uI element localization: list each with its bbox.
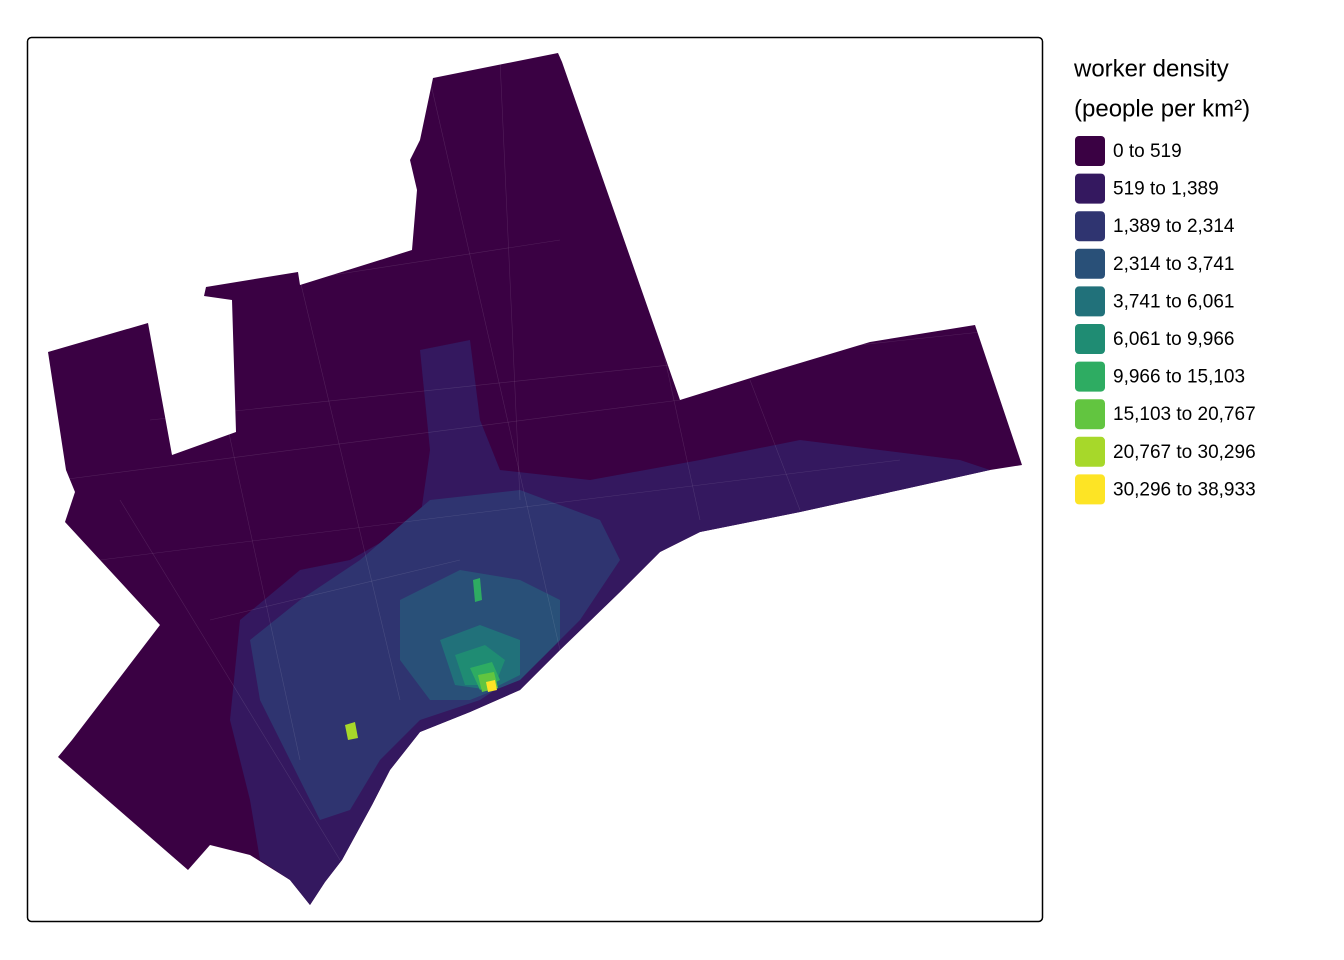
legend-label: 6,061 to 9,966 [1113, 329, 1235, 350]
region [486, 680, 497, 692]
legend-swatch [1075, 436, 1105, 467]
region [345, 722, 358, 740]
legend-swatch [1075, 136, 1105, 166]
region [473, 578, 482, 602]
legend-swatch [1075, 173, 1105, 204]
legend-swatch [1075, 324, 1105, 354]
legend-swatch [1075, 399, 1105, 430]
legend-title: (people per km²) [1074, 95, 1250, 122]
legend-label: 20,767 to 30,296 [1113, 442, 1256, 463]
legend-swatch [1075, 286, 1105, 317]
legend-label: 0 to 519 [1113, 141, 1182, 162]
map [48, 53, 1022, 905]
legend-swatch [1075, 248, 1105, 279]
boundary-lines [59, 59, 1001, 861]
legend-label: 30,296 to 38,933 [1113, 479, 1256, 500]
legend-label: 3,741 to 6,061 [1113, 291, 1235, 312]
legend-label: 9,966 to 15,103 [1113, 367, 1245, 388]
map-frame [26, 36, 1044, 923]
legend-title: worker density [1073, 55, 1229, 82]
legend-label: 15,103 to 20,767 [1113, 404, 1256, 425]
legend-label: 1,389 to 2,314 [1113, 216, 1235, 237]
legend-label: 2,314 to 3,741 [1113, 254, 1235, 275]
legend-swatch [1075, 474, 1105, 505]
legend-swatch [1075, 211, 1105, 242]
region [230, 340, 990, 905]
legend: worker density (people per km²) 0 to 519… [1073, 55, 1256, 505]
legend-swatch [1075, 361, 1105, 392]
legend-label: 519 to 1,389 [1113, 179, 1219, 200]
